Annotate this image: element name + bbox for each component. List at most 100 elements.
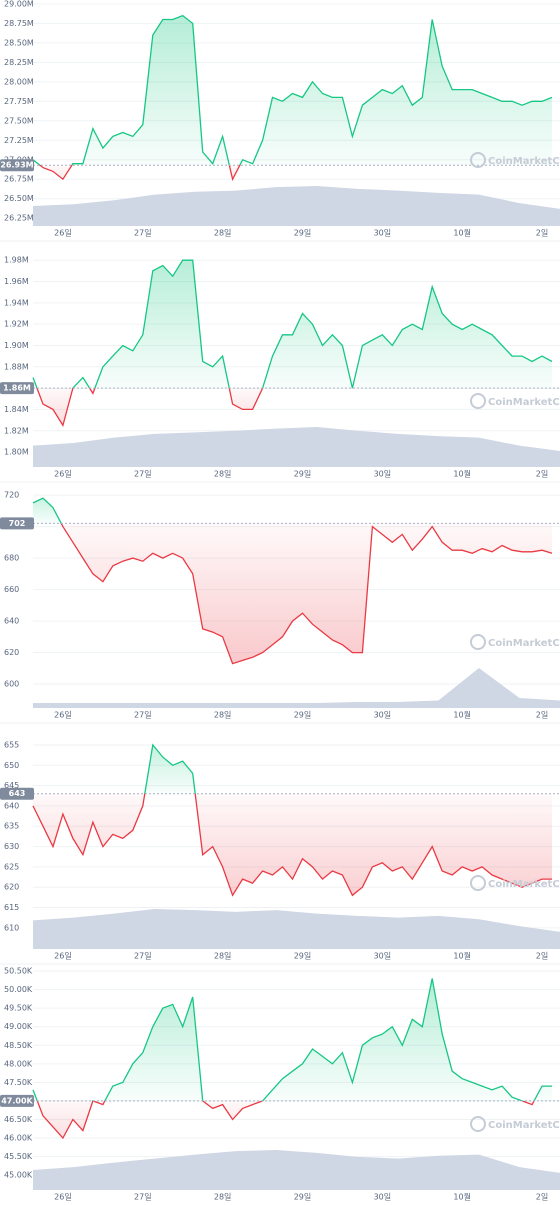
price-chart: 29.00M 28.75M 28.50M 28.25M 28.00M 27.75M 27.5… <box>0 0 560 238</box>
x-tick-label: 30일 <box>374 711 392 720</box>
watermark-logo <box>470 393 486 409</box>
baseline-label: 1.86M <box>3 384 31 393</box>
volume-area <box>33 909 560 949</box>
watermark: CoinMarketCap <box>488 638 560 649</box>
y-tick-label: 660 <box>4 585 19 594</box>
x-tick-label: 29일 <box>294 952 312 961</box>
y-tick-label: 615 <box>4 903 19 912</box>
y-tick-label: 1.94M <box>4 298 29 307</box>
watermark: CoinMarketCap <box>488 879 560 890</box>
x-tick-label: 27일 <box>134 952 152 961</box>
baseline-badge <box>0 517 34 530</box>
y-tick-label: 650 <box>4 761 19 770</box>
x-tick-label: 2일 <box>536 470 548 479</box>
x-tick-label: 28일 <box>214 711 232 720</box>
watermark: CoinMarketCap <box>488 156 560 167</box>
x-tick-label: 2일 <box>536 1193 548 1202</box>
baseline-label: 26.93M <box>0 161 33 170</box>
price-chart: 50.50K 50.00K 49.50K 49.00K 48.50K 48.00K 47.5… <box>0 963 560 1202</box>
price-area <box>33 498 553 664</box>
y-tick-label: 28.00M <box>4 77 34 86</box>
x-tick-label: 28일 <box>214 229 232 238</box>
y-tick-label: 620 <box>4 883 19 892</box>
x-tick-label: 10월 <box>453 228 471 238</box>
price-line <box>32 14 553 182</box>
x-tick-label: 26일 <box>54 1193 72 1202</box>
x-tick-label: 30일 <box>374 952 392 961</box>
x-tick-label: 26일 <box>54 229 72 238</box>
y-tick-label: 28.25M <box>4 58 34 67</box>
x-tick-label: 10월 <box>453 469 471 479</box>
baseline-badge <box>0 159 34 172</box>
x-tick-label: 28일 <box>214 470 232 479</box>
y-tick-label: 50.50K <box>4 967 33 976</box>
x-tick-label: 2일 <box>536 952 548 961</box>
y-tick-label: 1.90M <box>4 341 29 350</box>
y-tick-label: 655 <box>4 740 19 749</box>
y-tick-label: 1.84M <box>4 405 29 414</box>
y-tick-label: 610 <box>4 923 19 932</box>
price-chart: 720700680660640620600702CoinMarketCap26일… <box>0 481 560 720</box>
x-tick-label: 27일 <box>134 1193 152 1202</box>
y-tick-label: 1.80M <box>4 448 29 457</box>
price-area <box>33 15 553 180</box>
volume-area <box>33 186 560 226</box>
baseline-label: 702 <box>9 519 26 528</box>
x-tick-label: 29일 <box>294 711 312 720</box>
y-tick-label: 47.50K <box>4 1078 33 1087</box>
y-tick-label: 27.50M <box>4 116 34 125</box>
y-tick-label: 625 <box>4 862 19 871</box>
x-tick-label: 29일 <box>294 1193 312 1202</box>
baseline-badge <box>0 382 34 395</box>
y-tick-label: 48.00K <box>4 1059 33 1068</box>
y-tick-label: 620 <box>4 648 19 657</box>
y-tick-label: 680 <box>4 554 19 563</box>
y-tick-label: 26.75M <box>4 175 34 184</box>
baseline-badge <box>0 1094 34 1107</box>
y-tick-label: 46.50K <box>4 1115 33 1124</box>
y-tick-label: 27.25M <box>4 136 34 145</box>
x-tick-label: 10월 <box>453 710 471 720</box>
y-tick-label: 45.50K <box>4 1152 33 1161</box>
x-tick-label: 27일 <box>134 229 152 238</box>
watermark: CoinMarketCap <box>488 1120 560 1131</box>
y-tick-label: 640 <box>4 617 19 626</box>
watermark-logo <box>470 875 486 891</box>
baseline-label: 47.00K <box>1 1096 33 1105</box>
baseline-badge <box>0 787 34 800</box>
y-tick-label: 1.98M <box>4 256 29 265</box>
baseline-label: 643 <box>9 789 26 798</box>
x-tick-label: 10월 <box>453 951 471 961</box>
price-line <box>32 259 553 428</box>
x-tick-label: 2일 <box>536 229 548 238</box>
y-tick-label: 1.82M <box>4 426 29 435</box>
x-tick-label: 30일 <box>374 229 392 238</box>
y-tick-label: 48.50K <box>4 1041 33 1050</box>
watermark-logo <box>470 634 486 650</box>
y-tick-label: 29.00M <box>4 0 34 8</box>
y-tick-label: 720 <box>4 491 19 500</box>
y-tick-label: 49.50K <box>4 1004 33 1013</box>
y-tick-label: 630 <box>4 842 19 851</box>
y-tick-label: 28.75M <box>4 19 34 28</box>
price-area <box>33 744 553 896</box>
x-tick-label: 26일 <box>54 952 72 961</box>
y-tick-label: 26.50M <box>4 194 34 203</box>
y-tick-label: 1.96M <box>4 277 29 286</box>
price-line <box>32 497 553 665</box>
x-tick-label: 27일 <box>134 711 152 720</box>
volume-area <box>33 427 560 467</box>
x-tick-label: 28일 <box>214 1193 232 1202</box>
x-tick-label: 2일 <box>536 711 548 720</box>
watermark-logo <box>470 1116 486 1132</box>
price-line <box>32 978 552 1140</box>
y-tick-label: 1.92M <box>4 320 29 329</box>
y-tick-label: 1.88M <box>4 362 29 371</box>
x-tick-label: 10월 <box>453 1192 471 1202</box>
x-tick-label: 26일 <box>54 711 72 720</box>
y-tick-label: 27.75M <box>4 97 34 106</box>
y-tick-label: 45.00K <box>4 1171 33 1180</box>
x-tick-label: 29일 <box>294 229 312 238</box>
x-tick-label: 27일 <box>134 470 152 479</box>
y-tick-label: 26.25M <box>4 214 34 223</box>
